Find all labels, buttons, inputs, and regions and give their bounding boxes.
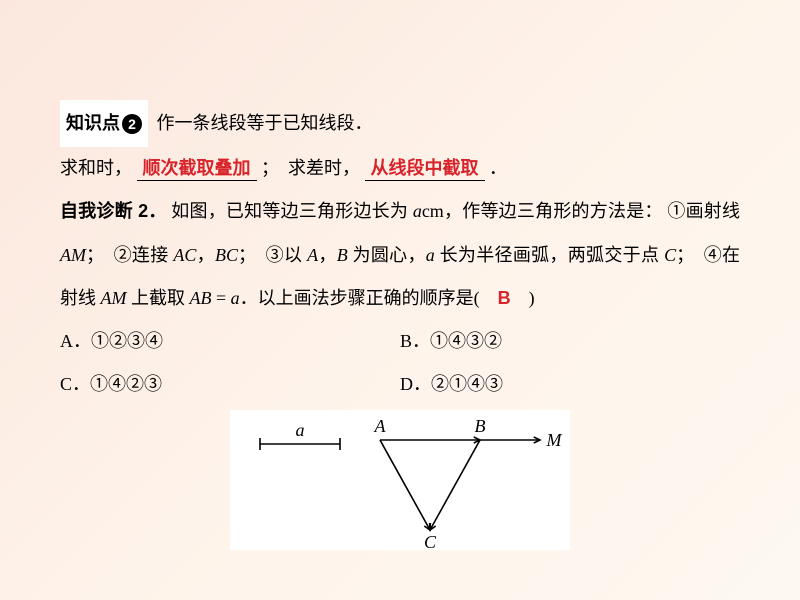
c2: ， <box>318 245 337 265</box>
badge-number: 2 <box>122 114 142 134</box>
svg-text:M: M <box>546 430 563 450</box>
eq: = <box>212 288 231 308</box>
s3: 为圆心， <box>348 245 426 265</box>
var-C: C <box>664 245 676 265</box>
badge-label: 知识点 <box>66 113 120 133</box>
blank-1: 顺次截取叠加 <box>137 158 257 181</box>
diag-lead: 自我诊断 2． <box>60 201 167 221</box>
var-A: A <box>307 245 318 265</box>
option-D: D．②①④③ <box>400 363 740 406</box>
var-a3: a <box>231 288 240 308</box>
fill-suffix: ． <box>489 158 507 178</box>
var-AC: AC <box>173 245 196 265</box>
option-C: C．①④②③ <box>60 363 400 406</box>
s2: ； ③以 <box>238 245 307 265</box>
figure-svg: a A B M C <box>230 410 570 550</box>
heading-line: 知识点2 作一条线段等于已知线段． <box>60 100 740 147</box>
knowledge-badge: 知识点2 <box>60 100 148 147</box>
option-A: A．①②③④ <box>60 320 400 363</box>
var-AM2: AM <box>101 288 127 308</box>
svg-text:C: C <box>424 532 437 550</box>
var-AM: AM <box>60 245 86 265</box>
fill-prefix: 求和时， <box>60 158 132 178</box>
t1b: cm，作等边三角形的方法是： <box>422 201 663 221</box>
var-a2: a <box>426 245 435 265</box>
s8: ) <box>511 288 535 308</box>
var-AB: AB <box>190 288 212 308</box>
answer-letter: B <box>498 288 511 308</box>
s1: ①画射线 <box>667 201 740 221</box>
var-BC: BC <box>215 245 238 265</box>
c1: ， <box>196 245 215 265</box>
slide-content: 知识点2 作一条线段等于已知线段． 求和时， 顺次截取叠加 ； 求差时， 从线段… <box>0 0 800 550</box>
s1b: ； ②连接 <box>86 245 173 265</box>
var-B: B <box>337 245 348 265</box>
figure-box: a A B M C <box>230 410 570 550</box>
svg-text:B: B <box>475 416 486 436</box>
svg-text:A: A <box>374 416 387 436</box>
blank-2: 从线段中截取 <box>365 158 485 181</box>
s6: 上截取 <box>127 288 190 308</box>
t1: 如图，已知等边三角形边长为 <box>171 201 413 221</box>
var-a1: a <box>413 201 422 221</box>
s7: ．以上画法步骤正确的顺序是( <box>240 288 498 308</box>
svg-text:a: a <box>296 420 305 440</box>
s4: 长为半径画弧，两弧交于点 <box>435 245 664 265</box>
option-B: B．①④③② <box>400 320 740 363</box>
fill-line: 求和时， 顺次截取叠加 ； 求差时， 从线段中截取 ． <box>60 147 740 190</box>
options-row-1: A．①②③④ B．①④③② <box>60 320 740 363</box>
fill-mid: ； 求差时， <box>261 158 360 178</box>
options-row-2: C．①④②③ D．②①④③ <box>60 363 740 406</box>
diagnosis-text: 自我诊断 2． 如图，已知等边三角形边长为 acm，作等边三角形的方法是： ①画… <box>60 190 740 320</box>
title-text: 作一条线段等于已知线段． <box>157 113 373 133</box>
